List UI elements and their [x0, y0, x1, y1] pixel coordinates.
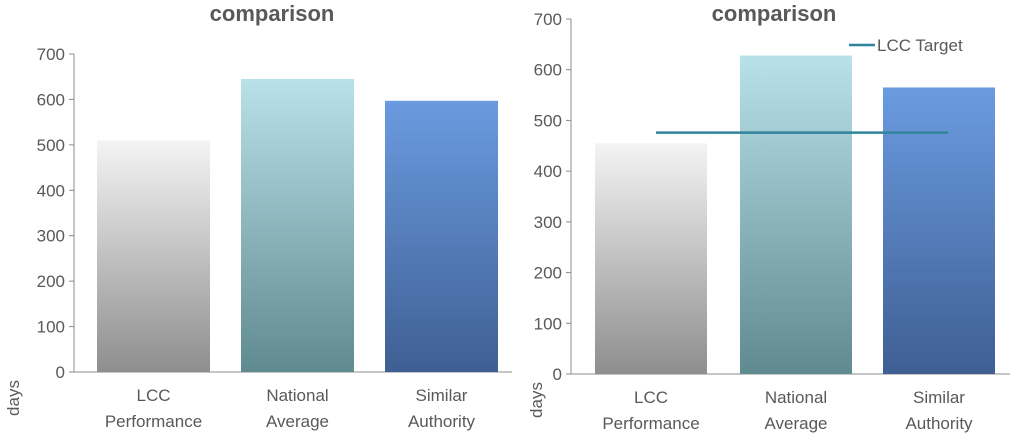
category-label: LCC Performance: [105, 386, 202, 431]
y-tick-label: 400: [37, 181, 65, 200]
chart-left: comparison 0 100 200 300 400 500 600 700 days LCC P…: [4, 1, 512, 431]
chart-right: comparison 0 100 200 300 400 500 600 700 days LCC P…: [527, 1, 1010, 433]
y-tick-label: 500: [534, 111, 562, 130]
bar: [241, 78, 354, 372]
category-label: LCC Performance: [602, 388, 699, 433]
y-tick-label: 700: [37, 45, 65, 64]
y-tick-label: 600: [534, 61, 562, 80]
y-tick-label: 300: [37, 227, 65, 246]
y-tick-label: 400: [534, 162, 562, 181]
category-label: Similar Authority: [905, 388, 973, 433]
chart-title: comparison: [712, 1, 837, 26]
bar: [385, 100, 498, 372]
bar: [595, 143, 707, 374]
y-axis-title: days: [4, 380, 23, 416]
y-tick-label: 300: [534, 213, 562, 232]
y-tick-label: 0: [553, 365, 562, 384]
category-label: National Average: [764, 388, 827, 433]
y-axis-title: days: [527, 382, 546, 418]
y-tick-label: 200: [534, 264, 562, 283]
chart-title: comparison: [210, 1, 335, 26]
y-tick-label: 100: [534, 314, 562, 333]
y-tick-label: 0: [56, 363, 65, 382]
y-tick-label: 700: [534, 10, 562, 29]
y-tick-label: 200: [37, 272, 65, 291]
bar: [883, 87, 995, 374]
legend-label: LCC Target: [877, 36, 963, 55]
y-tick-label: 500: [37, 136, 65, 155]
bar: [97, 140, 210, 372]
bar: [740, 55, 852, 375]
y-tick-label: 100: [37, 318, 65, 337]
category-label: Similar Authority: [408, 386, 476, 431]
y-tick-label: 600: [37, 90, 65, 109]
category-label: National Average: [266, 386, 329, 431]
